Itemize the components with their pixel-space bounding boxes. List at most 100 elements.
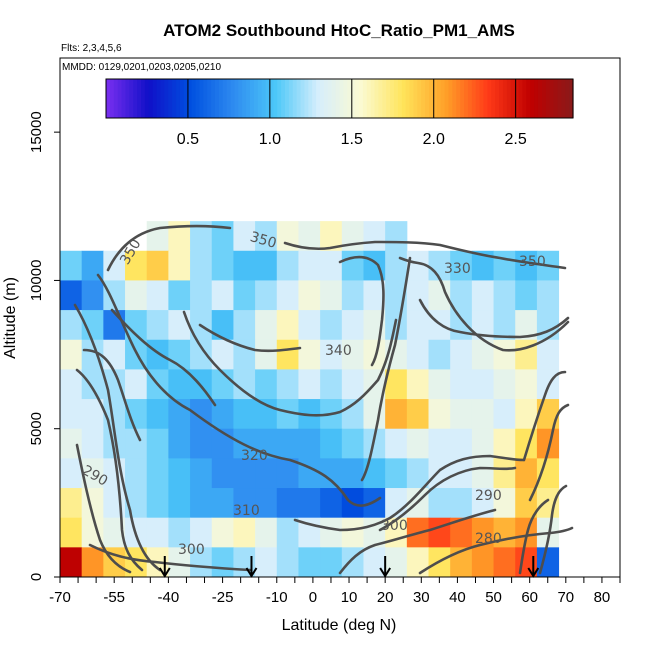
contour-line bbox=[338, 508, 497, 575]
contour-line bbox=[283, 240, 567, 270]
colorbar-segment bbox=[393, 79, 399, 118]
colorbar-segment bbox=[343, 79, 348, 118]
colorbar-segment bbox=[339, 79, 344, 118]
heatmap-cell bbox=[341, 517, 364, 548]
contour-line bbox=[182, 310, 398, 417]
colorbar-segment bbox=[164, 79, 169, 118]
contour-line bbox=[360, 256, 412, 482]
contour-line bbox=[75, 443, 132, 574]
colorbar-segment bbox=[401, 79, 407, 118]
heatmap-cell bbox=[406, 399, 430, 430]
colorbar-segment bbox=[292, 79, 298, 118]
heatmap-cell bbox=[190, 458, 213, 489]
heatmap-cell bbox=[60, 310, 83, 341]
heatmap-cell bbox=[320, 428, 343, 459]
x-tick-label: 20 bbox=[377, 589, 394, 606]
flight-arrowhead bbox=[158, 567, 171, 578]
colorbar-segment bbox=[296, 79, 302, 118]
colorbar-segment bbox=[222, 79, 228, 118]
heatmap-cell bbox=[406, 458, 430, 489]
colorbar-segment bbox=[417, 79, 422, 118]
heatmap-cell bbox=[103, 280, 126, 311]
heatmap-cell bbox=[276, 250, 299, 281]
heatmap-cell bbox=[233, 399, 256, 430]
heatmap-cell bbox=[320, 280, 343, 311]
heatmap-cell bbox=[450, 250, 473, 281]
heatmap-cell bbox=[211, 339, 234, 370]
contour-label: 350 bbox=[519, 254, 546, 270]
colorbar-segment bbox=[518, 79, 524, 118]
heatmap-cell bbox=[341, 221, 364, 252]
colorbar-segment bbox=[265, 79, 271, 118]
colorbar-segment bbox=[471, 79, 477, 118]
heatmap-cell bbox=[298, 369, 321, 400]
heatmap-cell bbox=[233, 488, 256, 519]
heatmap-cell bbox=[276, 428, 299, 459]
heatmap-cell bbox=[276, 488, 299, 519]
colorbar-segment bbox=[347, 79, 352, 118]
heatmap-cell bbox=[385, 399, 408, 430]
colorbar-segment bbox=[308, 79, 313, 118]
heatmap-cell bbox=[125, 310, 148, 341]
heatmap-cell bbox=[168, 458, 191, 489]
colorbar-segment bbox=[211, 79, 216, 118]
contour-line bbox=[538, 484, 568, 575]
colorbar-segment bbox=[214, 79, 220, 118]
heatmap-cell bbox=[60, 428, 83, 459]
colorbar-segment bbox=[137, 79, 142, 118]
y-tick-label: 15000 bbox=[28, 111, 45, 153]
heatmap-cell bbox=[103, 250, 126, 281]
colorbar-segment bbox=[261, 79, 267, 118]
heatmap-cell bbox=[190, 339, 213, 370]
heatmap-cell bbox=[363, 339, 386, 370]
colorbar-segment bbox=[530, 79, 535, 118]
heatmap-cell bbox=[146, 250, 169, 281]
heatmap-cell bbox=[450, 369, 473, 400]
heatmap-cell bbox=[211, 547, 234, 578]
contour-line bbox=[418, 298, 570, 339]
heatmap-cell bbox=[385, 488, 408, 519]
colorbar-segment bbox=[141, 79, 146, 118]
colorbar-segment bbox=[499, 79, 504, 118]
colorbar-segment bbox=[425, 79, 430, 118]
colorbar-segment bbox=[545, 79, 551, 118]
colorbar-segment bbox=[288, 79, 294, 118]
contour-label: 290 bbox=[475, 488, 502, 504]
heatmap-cell bbox=[146, 428, 169, 459]
heatmap-cell bbox=[168, 488, 191, 519]
heatmap-cell bbox=[298, 547, 321, 578]
heatmap-cell bbox=[341, 250, 364, 281]
heatmap-cell bbox=[168, 517, 191, 548]
heatmap-cell bbox=[406, 547, 430, 578]
colorbar-segment bbox=[253, 79, 259, 118]
x-tick-label: -10 bbox=[266, 589, 288, 606]
colorbar-segment bbox=[273, 79, 278, 118]
contour-line bbox=[338, 255, 385, 367]
heatmap-cell bbox=[320, 250, 343, 281]
colorbar-segment bbox=[226, 79, 232, 118]
colorbar bbox=[105, 78, 574, 119]
colorbar-segment bbox=[316, 79, 321, 118]
colorbar-segment bbox=[133, 79, 138, 118]
heatmap-cell bbox=[233, 280, 256, 311]
colorbar-segment bbox=[335, 79, 341, 118]
heatmap-cell bbox=[363, 488, 386, 519]
heatmap-cell bbox=[60, 547, 83, 578]
heatmap-cell bbox=[233, 339, 256, 370]
heatmap-cell bbox=[320, 458, 343, 489]
colorbar-segment bbox=[179, 79, 185, 118]
colorbar-segment bbox=[246, 79, 251, 118]
heatmap-cell bbox=[341, 339, 364, 370]
heatmap-cell bbox=[428, 517, 451, 548]
colorbar-segment bbox=[483, 79, 488, 118]
heatmap-cell bbox=[255, 517, 278, 548]
x-tick-label: -40 bbox=[158, 589, 180, 606]
colorbar-segment bbox=[549, 79, 555, 118]
heatmap-cell bbox=[298, 488, 321, 519]
contour-line bbox=[398, 256, 570, 352]
heatmap-cell bbox=[493, 547, 516, 578]
heatmap-cell bbox=[471, 428, 495, 459]
colorbar-segment bbox=[203, 79, 208, 118]
contour-line bbox=[418, 526, 574, 575]
